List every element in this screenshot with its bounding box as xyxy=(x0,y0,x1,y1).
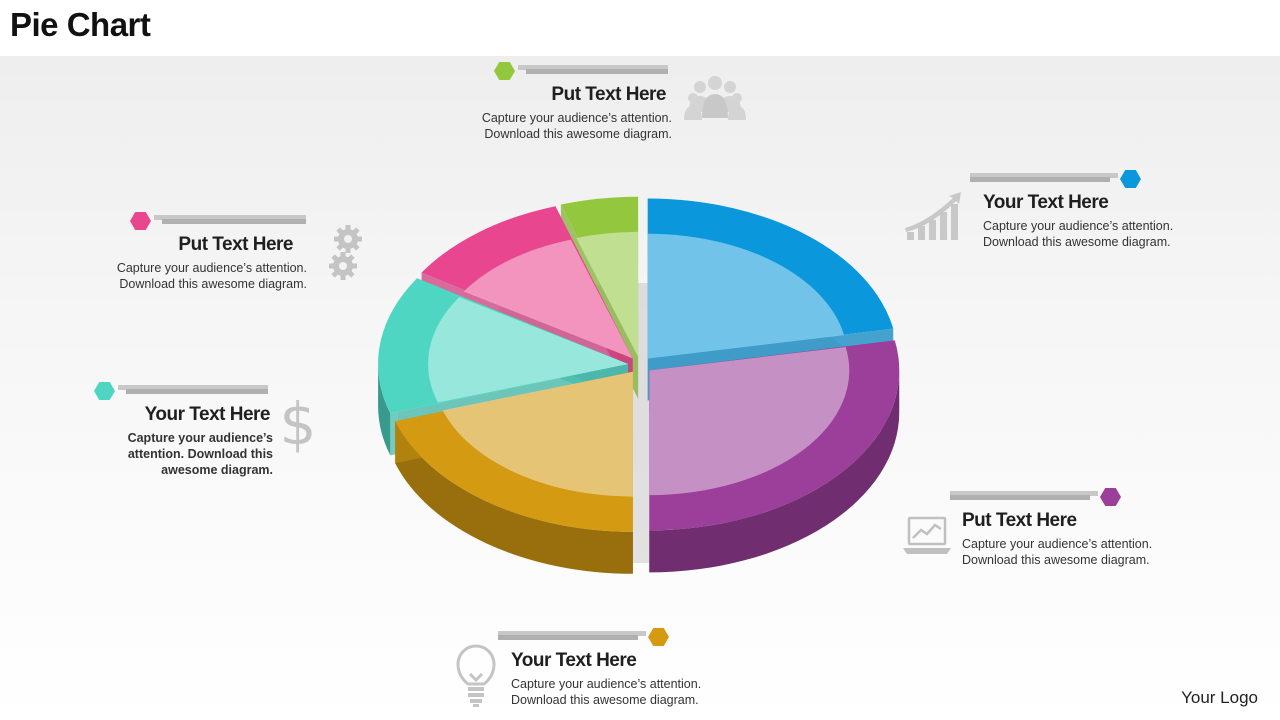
callout-body: Capture your audience’s attention. Downl… xyxy=(116,261,307,291)
pie-slice-side xyxy=(395,421,633,574)
callout-heading: Put Text Here xyxy=(962,510,1077,531)
pie-slice-inner xyxy=(442,371,633,497)
callout-hex-marker xyxy=(1120,170,1141,188)
lightbulb-icon xyxy=(456,644,496,707)
dollar-icon: $ xyxy=(280,392,317,456)
callout-heading: Your Text Here xyxy=(983,192,1109,213)
pie-slice-side xyxy=(378,363,391,456)
pie-slice-sheen xyxy=(647,233,845,359)
pie-slice xyxy=(649,340,900,573)
pie-slice-inner xyxy=(647,233,845,359)
callout-hex-marker xyxy=(648,628,669,646)
growth-chart-icon xyxy=(905,192,961,240)
callout-heading: Put Text Here xyxy=(178,234,293,255)
gears-icon xyxy=(329,225,362,280)
callout-heading: Put Text Here xyxy=(551,84,666,105)
callout-heading: Your Text Here xyxy=(144,404,271,425)
callout-body: Capture your audience’s attention. Downl… xyxy=(127,431,273,477)
callout-body: Capture your audience’s attention. Downl… xyxy=(511,677,702,707)
svg-text:$: $ xyxy=(280,392,317,456)
callout-heading: Your Text Here xyxy=(511,650,637,671)
callout-hex-marker xyxy=(1100,488,1121,506)
pie-slice xyxy=(395,371,633,574)
callout-body: Capture your audience’s attention. Downl… xyxy=(481,111,672,141)
callout-hex-marker xyxy=(130,212,151,230)
pie-chart xyxy=(378,196,900,574)
pie-slice-inner xyxy=(428,297,629,403)
pie-slice-inner xyxy=(576,231,639,357)
pie-slice-sheen xyxy=(428,297,629,403)
callout-body: Capture your audience’s attention. Downl… xyxy=(962,537,1153,567)
pie-slice-inner xyxy=(463,239,633,359)
pie-slice-side xyxy=(649,370,900,573)
laptop-chart-icon xyxy=(903,516,951,554)
people-icon xyxy=(684,76,746,120)
pie-slice-sheen xyxy=(649,346,850,496)
logo-placeholder: Your Logo xyxy=(1181,688,1258,707)
callout-body: Capture your audience’s attention. Downl… xyxy=(983,219,1174,249)
pie-slice-sheen xyxy=(442,371,633,497)
pie-slice-inner xyxy=(649,346,850,496)
callout-hex-marker xyxy=(494,62,515,80)
pie-slice-sheen xyxy=(576,231,639,357)
page-title: Pie Chart xyxy=(10,6,151,43)
pie-slice-sheen xyxy=(463,239,633,359)
callout-hex-marker xyxy=(94,382,115,400)
